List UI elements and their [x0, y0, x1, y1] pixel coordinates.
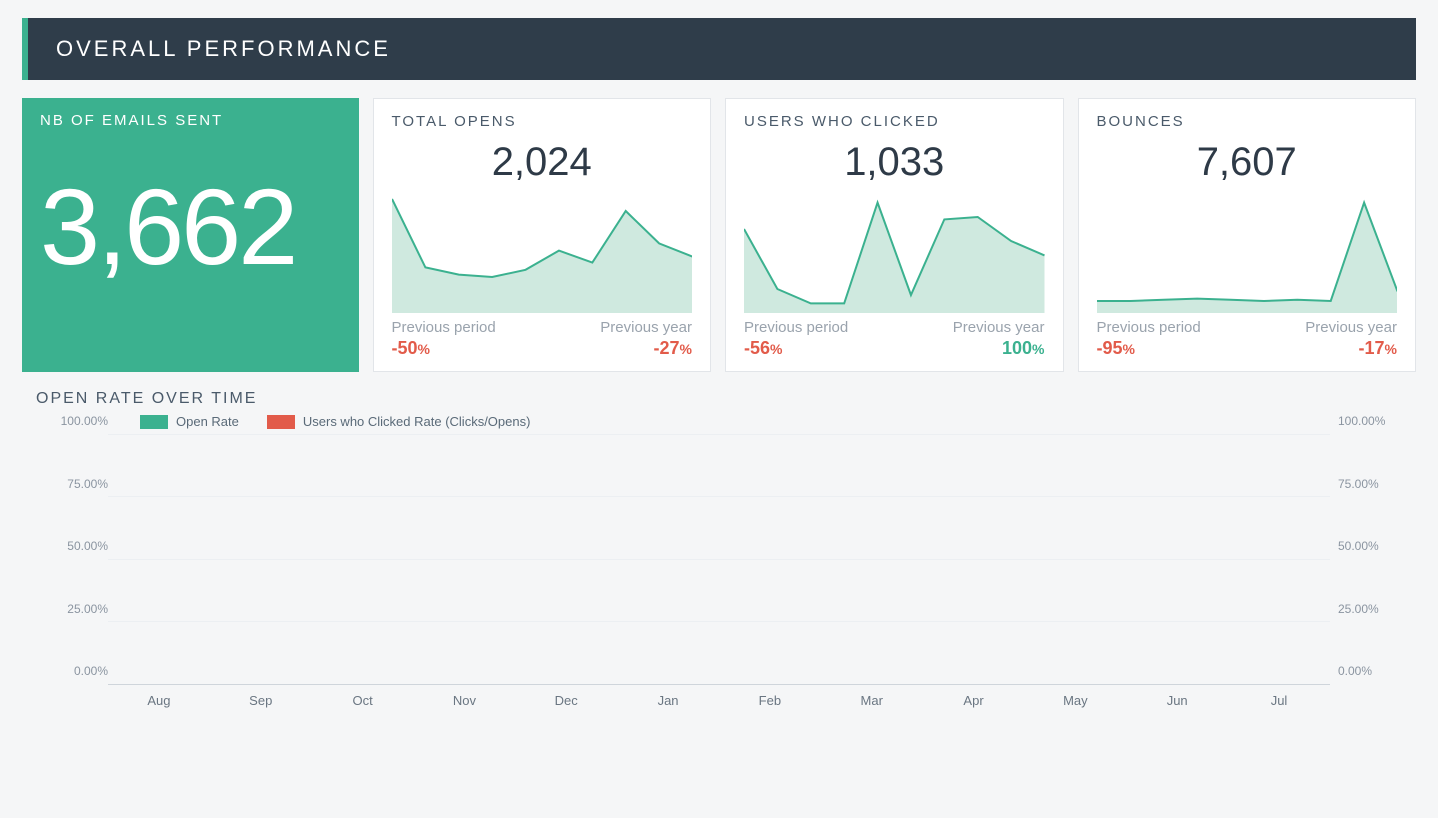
bar-chart: 0.00%25.00%50.00%75.00%100.00% 0.00% 25.0…: [36, 435, 1402, 685]
legend-item: Users who Clicked Rate (Clicks/Opens): [267, 414, 531, 429]
chart-title: OPEN RATE OVER TIME: [36, 390, 1402, 408]
sparkline-bounces: [1097, 193, 1398, 313]
y-tick-label: 25.00%: [1338, 602, 1410, 616]
compare-label: Previous period: [744, 319, 894, 336]
y-tick-label: 100.00%: [1338, 414, 1410, 428]
x-tick-label: Nov: [413, 685, 515, 708]
card-title: BOUNCES: [1097, 113, 1398, 130]
card-title: TOTAL OPENS: [392, 113, 693, 130]
compare-value: -50%: [392, 338, 542, 359]
x-tick-label: Jul: [1228, 685, 1330, 708]
y-tick-label: 25.00%: [36, 602, 108, 616]
card-emails-sent: NB OF EMAILS SENT 3,662: [22, 98, 359, 372]
card-value: 1,033: [744, 140, 1045, 185]
chart-plot-area: [108, 435, 1330, 685]
compare-label: Previous period: [1097, 319, 1247, 336]
y-tick-label: 0.00%: [36, 664, 108, 678]
x-tick-label: Mar: [821, 685, 923, 708]
card-title: NB OF EMAILS SENT: [40, 112, 341, 129]
y-axis-right: 0.00%25.00%50.00%75.00%100.00%: [1330, 435, 1402, 685]
compare-label: Previous year: [894, 319, 1044, 336]
compare-row: Previous period -56% Previous year 100%: [744, 319, 1045, 359]
compare-value: -56%: [744, 338, 894, 359]
compare-label: Previous year: [1247, 319, 1397, 336]
section-title: OVERALL PERFORMANCE: [56, 36, 391, 61]
compare-value: -95%: [1097, 338, 1247, 359]
compare-row: Previous period -50% Previous year -27%: [392, 319, 693, 359]
compare-prev-period: Previous period -56%: [744, 319, 894, 359]
compare-prev-year: Previous year 100%: [894, 319, 1044, 359]
y-tick-label: 0.00%: [1338, 664, 1410, 678]
compare-label: Previous year: [542, 319, 692, 336]
card-bounces: BOUNCES 7,607 Previous period -95% Previ…: [1078, 98, 1417, 372]
x-tick-label: May: [1024, 685, 1126, 708]
legend-label: Open Rate: [176, 414, 239, 429]
sparkline-users-clicked: [744, 193, 1045, 313]
sparkline-total-opens: [392, 193, 693, 313]
compare-value: -27%: [542, 338, 692, 359]
x-tick-label: Sep: [210, 685, 312, 708]
section-header: OVERALL PERFORMANCE: [22, 18, 1416, 80]
compare-value: -17%: [1247, 338, 1397, 359]
chart-section: OPEN RATE OVER TIME Open Rate Users who C…: [22, 390, 1416, 708]
card-value: 3,662: [40, 173, 341, 281]
x-tick-label: Jan: [617, 685, 719, 708]
legend-label: Users who Clicked Rate (Clicks/Opens): [303, 414, 531, 429]
y-tick-label: 50.00%: [1338, 539, 1410, 553]
bars-container: [108, 435, 1330, 684]
x-tick-label: Jun: [1126, 685, 1228, 708]
chart-legend: Open Rate Users who Clicked Rate (Clicks/…: [140, 414, 1402, 429]
card-title: USERS WHO CLICKED: [744, 113, 1045, 130]
y-tick-label: 75.00%: [36, 477, 108, 491]
kpi-cards-row: NB OF EMAILS SENT 3,662 TOTAL OPENS 2,02…: [22, 98, 1416, 372]
legend-swatch: [140, 415, 168, 429]
y-tick-label: 75.00%: [1338, 477, 1410, 491]
compare-prev-period: Previous period -95%: [1097, 319, 1247, 359]
card-value: 7,607: [1097, 140, 1398, 185]
x-tick-label: Apr: [923, 685, 1025, 708]
legend-item: Open Rate: [140, 414, 239, 429]
y-tick-label: 50.00%: [36, 539, 108, 553]
compare-label: Previous period: [392, 319, 542, 336]
x-tick-label: Dec: [515, 685, 617, 708]
y-tick-label: 100.00%: [36, 414, 108, 428]
x-tick-label: Oct: [312, 685, 414, 708]
compare-row: Previous period -95% Previous year -17%: [1097, 319, 1398, 359]
y-axis-left: 0.00%25.00%50.00%75.00%100.00%: [36, 435, 108, 685]
card-total-opens: TOTAL OPENS 2,024 Previous period -50% P…: [373, 98, 712, 372]
x-tick-label: Aug: [108, 685, 210, 708]
compare-prev-year: Previous year -17%: [1247, 319, 1397, 359]
compare-prev-period: Previous period -50%: [392, 319, 542, 359]
card-value: 2,024: [392, 140, 693, 185]
compare-prev-year: Previous year -27%: [542, 319, 692, 359]
x-axis-labels: AugSepOctNovDecJanFebMarAprMayJunJul: [108, 685, 1330, 708]
x-tick-label: Feb: [719, 685, 821, 708]
card-users-clicked: USERS WHO CLICKED 1,033 Previous period …: [725, 98, 1064, 372]
legend-swatch: [267, 415, 295, 429]
compare-value: 100%: [894, 338, 1044, 359]
